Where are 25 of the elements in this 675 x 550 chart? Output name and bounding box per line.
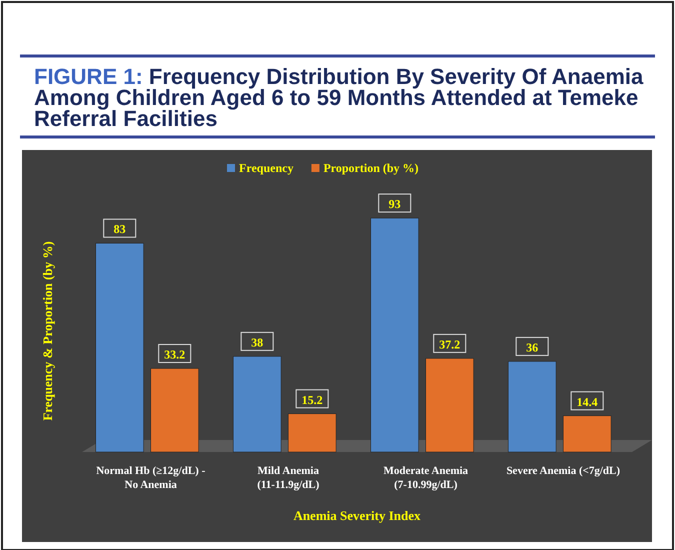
x-tick-label: Moderate Anemia (7-10.99g/dL) — [383, 465, 469, 491]
data-label: 14.4 — [576, 394, 598, 409]
data-label: 37.2 — [439, 337, 460, 352]
bar — [563, 416, 612, 452]
bar — [150, 368, 199, 452]
legend-label: Proportion (by %) — [323, 161, 419, 175]
x-tick-label: Severe Anemia (<7g/dL) — [506, 465, 620, 477]
data-label: 38 — [251, 335, 264, 350]
bar — [288, 414, 336, 452]
data-label: 33.2 — [164, 347, 186, 362]
data-label: 15.2 — [302, 392, 323, 407]
legend-label: Frequency — [239, 161, 294, 175]
data-label: 83 — [114, 222, 126, 236]
x-tick-label: Normal Hb (≥12g/dL) - No Anemia — [96, 465, 206, 491]
chart-title: FIGURE 1: Frequency Distribution By Severity Of Anaemia Among Children Aged 6 to 59 Months Attended at Temeke Referral Facilities — [34, 64, 644, 131]
bar — [370, 218, 419, 452]
bar — [96, 242, 144, 452]
data-label: 36 — [526, 340, 538, 354]
x-tick-label: Mild Anemia (11-11.9g/dL) — [257, 465, 320, 491]
x-axis-title: Anemia Severity Index — [293, 508, 422, 523]
bar — [426, 358, 474, 452]
y-axis-title: Frequency & Proportion (by %) — [40, 241, 55, 421]
data-label: 93 — [388, 197, 401, 212]
bar — [233, 356, 282, 452]
bar — [508, 361, 556, 452]
